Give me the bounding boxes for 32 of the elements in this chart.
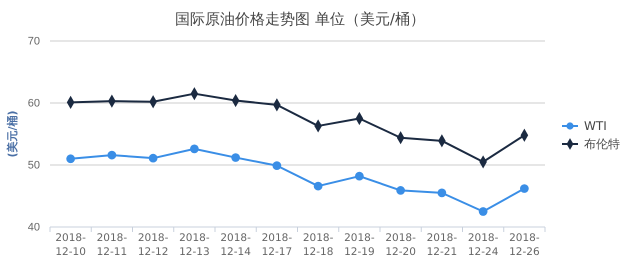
point <box>66 154 75 164</box>
point <box>108 150 116 160</box>
legend-label: 布伦特 <box>584 137 620 151</box>
point <box>478 207 488 216</box>
point <box>396 186 405 195</box>
x-tick-label: 2018-12-17 <box>262 232 292 258</box>
x-tick-label: 2018-12-14 <box>220 232 252 258</box>
x-tick-label: 2018-12-18 <box>302 232 334 258</box>
x-tick-label: 2018-12-20 <box>385 232 416 258</box>
x-tick-label: 2018-12-13 <box>179 232 210 258</box>
x-tick-label: 2018-12-19 <box>344 232 375 258</box>
point <box>355 172 364 181</box>
point <box>438 188 446 198</box>
point <box>190 144 199 154</box>
legend-label: WTI <box>584 119 607 133</box>
x-tick-label: 2018-12-24 <box>468 232 499 258</box>
point <box>314 182 322 190</box>
y-tick-label: 70 <box>28 36 40 48</box>
point <box>272 161 282 170</box>
x-tick-label: 2018-12-11 <box>96 232 128 258</box>
chart-title: 国际原油价格走势图 单位（美元/桶） <box>175 10 425 28</box>
x-tick-label: 2018-12-26 <box>509 232 540 258</box>
point <box>520 184 529 193</box>
y-tick-label: 50 <box>28 160 40 172</box>
x-tick-label: 2018-12-10 <box>55 232 86 258</box>
point <box>148 154 158 163</box>
x-tick-label: 2018-12-12 <box>138 232 169 258</box>
x-tick-label: 2018-12-21 <box>426 232 458 258</box>
y-axis-title: (美元/桶) <box>6 110 19 158</box>
point <box>231 153 240 162</box>
y-tick-label: 60 <box>28 98 40 110</box>
y-tick-label: 40 <box>28 222 40 234</box>
